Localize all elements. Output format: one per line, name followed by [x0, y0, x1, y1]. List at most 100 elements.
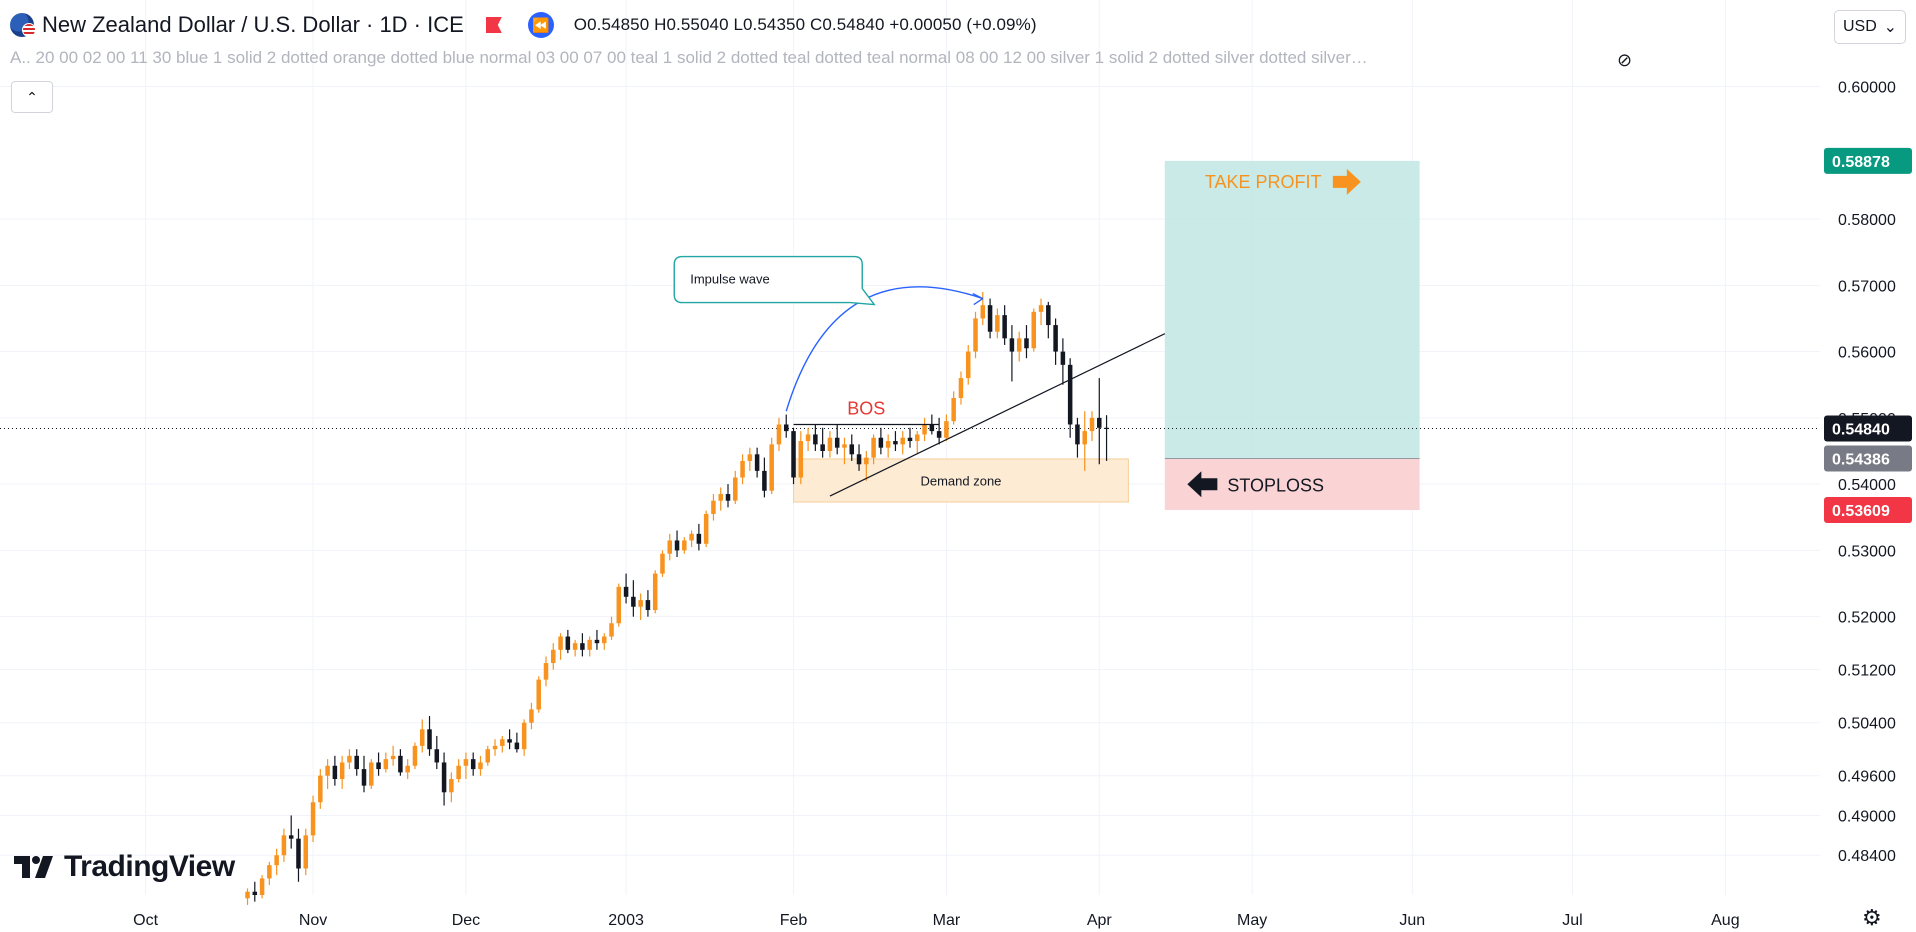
candle[interactable] [711, 494, 716, 521]
replay-icon[interactable]: ⏪ [527, 12, 554, 38]
candle[interactable] [638, 593, 643, 620]
candle[interactable] [776, 417, 782, 451]
collapse-legend-button[interactable]: ⌃ [11, 81, 53, 113]
candle[interactable] [1075, 417, 1080, 458]
candle[interactable] [878, 427, 884, 455]
stop-loss-price-badge[interactable]: 0.53609 [1824, 497, 1912, 524]
candle[interactable] [580, 633, 585, 657]
candle[interactable] [310, 795, 316, 842]
candle[interactable] [900, 431, 905, 455]
candle[interactable] [616, 583, 622, 627]
candle[interactable] [754, 447, 760, 478]
candle[interactable] [1082, 411, 1087, 471]
candle[interactable] [762, 457, 767, 498]
candle[interactable] [274, 848, 279, 876]
candle[interactable] [674, 530, 680, 558]
candle[interactable] [361, 755, 367, 793]
candle[interactable] [856, 444, 862, 471]
candle[interactable] [347, 749, 352, 770]
candle[interactable] [267, 861, 272, 886]
gear-icon[interactable]: ⚙ [1862, 905, 1882, 930]
candle[interactable] [864, 450, 869, 481]
trend-line[interactable] [829, 333, 1166, 497]
stoploss-tag[interactable]: STOPLOSS [1187, 471, 1324, 498]
candle[interactable] [631, 580, 636, 617]
candle[interactable] [936, 417, 942, 445]
take-profit-price-badge[interactable]: 0.58878 [1824, 147, 1912, 174]
candle[interactable] [369, 759, 374, 789]
candle[interactable] [536, 676, 541, 713]
candle[interactable] [1009, 325, 1015, 382]
candle[interactable] [820, 427, 825, 458]
candle[interactable] [893, 431, 898, 451]
candle[interactable] [565, 629, 571, 654]
candle[interactable] [660, 550, 665, 577]
candle[interactable] [376, 752, 381, 776]
candle[interactable] [1104, 415, 1109, 461]
candle[interactable] [405, 759, 410, 780]
candle[interactable] [470, 752, 476, 776]
candle[interactable] [492, 739, 498, 756]
candle[interactable] [572, 639, 578, 657]
candle[interactable] [733, 470, 738, 505]
candle[interactable] [783, 414, 789, 438]
candle[interactable] [594, 629, 600, 650]
candle[interactable] [973, 311, 978, 359]
candle[interactable] [740, 454, 745, 485]
candle[interactable] [980, 291, 986, 326]
candle[interactable] [609, 616, 614, 640]
tradingview-logo[interactable]: TradingView [14, 850, 235, 884]
candle[interactable] [769, 437, 774, 495]
impulse-callout[interactable]: Impulse wave [673, 255, 876, 306]
candle[interactable] [383, 752, 389, 773]
candle[interactable] [245, 888, 250, 905]
candle[interactable] [922, 417, 927, 442]
candle[interactable] [485, 745, 491, 766]
candle[interactable] [1031, 308, 1037, 352]
candle[interactable] [915, 431, 920, 455]
candle[interactable] [551, 643, 556, 670]
candle[interactable] [1038, 298, 1044, 326]
candle[interactable] [427, 716, 432, 756]
candle[interactable] [281, 828, 287, 862]
candle[interactable] [252, 881, 258, 902]
candle[interactable] [296, 828, 301, 882]
candle[interactable] [958, 371, 964, 405]
candle[interactable] [456, 759, 461, 783]
candle[interactable] [587, 636, 592, 657]
candle[interactable] [667, 533, 673, 561]
candle[interactable] [885, 434, 891, 458]
candle[interactable] [507, 729, 512, 750]
candle[interactable] [995, 308, 1000, 339]
candle[interactable] [529, 702, 534, 730]
flag-mark-icon[interactable] [485, 17, 502, 33]
candle[interactable] [318, 769, 323, 809]
candle[interactable] [703, 510, 709, 548]
candle[interactable] [398, 749, 403, 776]
candle[interactable] [652, 570, 658, 614]
candle[interactable] [412, 742, 418, 770]
candle[interactable] [827, 431, 833, 458]
candle[interactable] [951, 391, 956, 425]
candle[interactable] [419, 719, 425, 753]
candle[interactable] [478, 755, 483, 776]
candle[interactable] [354, 749, 359, 776]
candle[interactable] [441, 752, 447, 806]
candle[interactable] [1097, 378, 1102, 465]
eye-off-icon[interactable]: ⊘ [1617, 50, 1633, 70]
candle[interactable] [1024, 325, 1029, 359]
candle[interactable] [339, 755, 345, 789]
candle[interactable] [725, 484, 731, 508]
candle[interactable] [798, 431, 804, 485]
candle[interactable] [1067, 358, 1073, 438]
candle[interactable] [449, 772, 454, 803]
candle[interactable] [813, 424, 818, 451]
candle[interactable] [987, 298, 993, 339]
candle[interactable] [623, 573, 629, 604]
candle[interactable] [965, 344, 971, 385]
candle[interactable] [871, 434, 876, 465]
demand-zone[interactable] [793, 458, 1129, 503]
current-price-badge[interactable]: 0.54840 [1824, 415, 1912, 442]
candle[interactable] [689, 530, 694, 548]
symbol-title[interactable]: New Zealand Dollar / U.S. Dollar · 1D · … [42, 12, 464, 37]
